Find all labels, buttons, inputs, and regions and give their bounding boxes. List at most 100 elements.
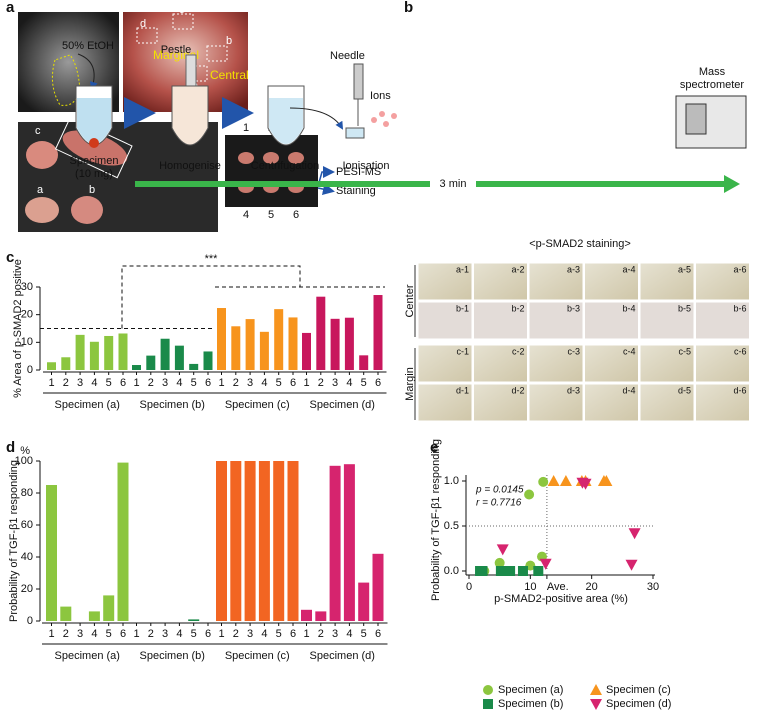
stain-image [528,301,584,340]
specimen-label: Specimen [70,155,119,167]
stain-image [528,262,584,301]
point [538,476,549,487]
bar [46,485,57,621]
stain-image [473,301,528,340]
stain-label: c-6 [734,346,747,356]
x-tick-label: 5 [191,377,197,389]
x-tick-label: 2 [318,377,324,389]
x-axis-label: p-SMAD2-positive area (%) [494,593,628,605]
tumor-outline [51,54,81,106]
panel-label: c [6,249,14,266]
section-number: 5 [268,209,274,221]
stain-label: c-2 [512,346,525,356]
stain-image [528,383,584,422]
x-tick-label: 4 [91,377,97,389]
stain-image [639,383,695,422]
y-tick-label: 0 [27,615,33,627]
point [579,478,592,490]
x-tick-label: 5 [276,628,282,640]
bar [301,609,312,621]
stain-image [473,262,528,301]
stain-label: a-1 [456,264,469,274]
ion [383,121,389,127]
legend-label: Specimen (c) [606,684,671,696]
section-number: 4 [243,209,249,221]
point [539,558,552,570]
stain-label: a-3 [567,264,580,274]
bar [117,462,129,621]
stain-image [473,344,528,383]
staining-grid: <p-SMAD2 staining> a-1 a-2 a-3 a-4 a-5 a-6 b-1… [404,238,750,422]
x-tick-label: 3 [332,377,338,389]
solvent: 50% EtOH [62,40,114,52]
bar [315,611,327,621]
duration: 3 min [440,178,467,190]
legend-marker [590,684,602,695]
x-tick-label: 1 [303,377,309,389]
y-tick-label: 100 [15,455,33,467]
x-tick-label: 6 [120,377,126,389]
ms-inlet [685,103,707,135]
group-label: Specimen (b) [140,399,205,411]
group-label: Specimen (d) [310,399,375,411]
panel-labels: a b c d e [6,0,438,456]
stat-annotation: p = 0.0145 [475,485,524,496]
piece [26,141,58,169]
x-tick-label: 4 [261,377,267,389]
x-tick-label: 1 [133,377,139,389]
destination: Staining [336,185,376,197]
ion [379,111,385,117]
bar [373,295,383,370]
x-tick-label: 4 [176,628,182,640]
piece-letter: a [37,184,44,196]
x-tick-label: 1 [218,628,224,640]
x-tick-label: 2 [233,628,239,640]
x-tick-label: 6 [120,628,126,640]
ions-label: Ions [370,90,391,102]
y-axis-label: Probability of TGF-β1 responding [430,439,442,601]
bar [302,332,311,370]
x-tick-label: 5 [106,628,112,640]
stain-label: a-4 [622,264,635,274]
x-tick-label: 4 [261,628,267,640]
stain-label: a-5 [678,264,691,274]
roi-letter: b [226,35,232,47]
stain-label: a-6 [733,264,746,274]
stain-image [584,383,639,422]
x-tick-label: 1 [48,628,54,640]
bar [118,333,128,370]
stain-label: d-6 [733,385,746,395]
region-label: Central [210,68,249,82]
bar [104,335,114,370]
needle-label: Needle [330,50,365,62]
stain-image [584,262,639,301]
panel-label: a [6,0,15,16]
bar [245,319,255,370]
droplet-well [345,127,365,139]
x-tick-label: 3 [162,377,168,389]
bar [217,308,226,370]
bar [274,309,284,370]
destination: PESI-MS [336,166,381,178]
arrow [77,53,98,90]
group-label: Specimen (d) [310,650,375,662]
stain-image [473,383,528,422]
bar [258,461,270,621]
stain-image [417,301,473,340]
piece [25,197,59,223]
legend-label: Specimen (b) [498,698,563,710]
y-tick-label: 0 [27,364,33,376]
stain-image [695,262,750,301]
x-tick-label: 6 [290,377,296,389]
legend-marker [590,699,602,710]
bar [61,357,71,370]
x-tick-label: 5 [106,377,112,389]
x-tick-label: 4 [346,628,352,640]
panel-b: 50% EtOH Specimen (10 mg) Pestle Homogen… [62,40,747,193]
stain-image [695,301,750,340]
point [524,489,535,500]
needle [353,63,364,100]
point [496,544,509,556]
step: Ionisation [342,160,389,172]
